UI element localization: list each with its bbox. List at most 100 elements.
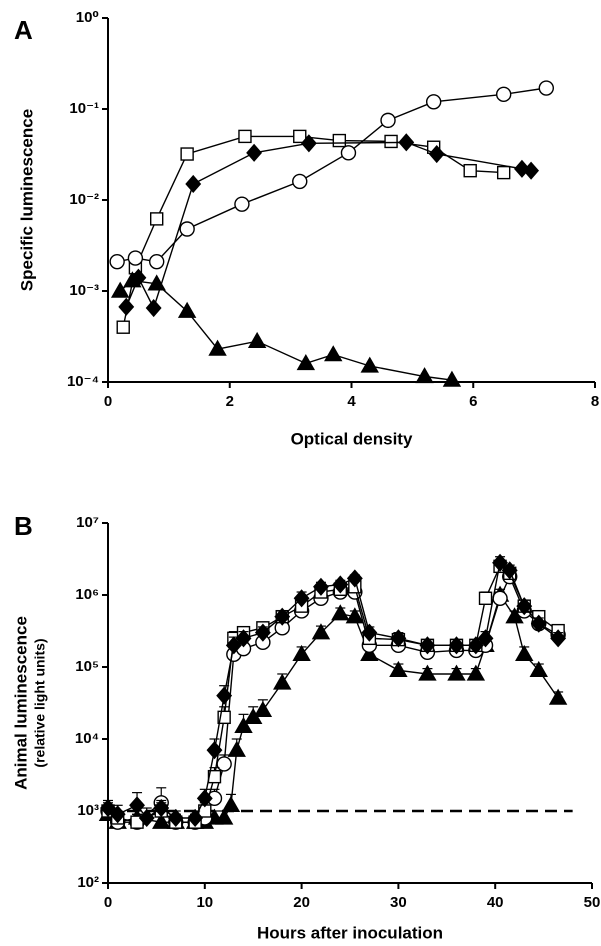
marker-triangle <box>418 664 437 681</box>
x-tick-label: 2 <box>226 393 234 410</box>
marker-circle <box>127 250 144 266</box>
x-tick-label: 10 <box>196 894 213 911</box>
marker-circle <box>492 590 508 606</box>
marker-square <box>149 212 164 226</box>
marker-square <box>496 165 511 180</box>
marker-square <box>180 147 194 161</box>
marker-triangle <box>345 607 365 624</box>
marker-diamond <box>448 636 465 655</box>
y-tick-label: 10⁵ <box>75 658 99 675</box>
marker-diamond <box>196 789 213 808</box>
marker-triangle <box>234 716 253 734</box>
marker-square <box>238 129 252 144</box>
marker-diamond <box>516 597 533 616</box>
marker-circle <box>538 80 554 96</box>
marker-diamond <box>100 798 116 818</box>
marker-diamond <box>225 636 242 655</box>
marker-diamond <box>109 805 126 824</box>
marker-diamond <box>492 553 508 572</box>
series-line <box>107 565 559 823</box>
marker-triangle <box>324 345 343 362</box>
y-tick-label: 10³ <box>77 802 99 819</box>
x-tick-label: 20 <box>293 894 310 911</box>
marker-square <box>463 163 477 178</box>
x-tick-label: 8 <box>591 393 599 410</box>
marker-diamond <box>313 577 329 596</box>
y-tick-label: 10⁻¹ <box>69 100 99 117</box>
marker-square <box>384 134 398 149</box>
marker-diamond <box>346 569 363 588</box>
marker-diamond <box>523 161 540 180</box>
marker-triangle <box>177 301 197 318</box>
marker-diamond <box>300 134 317 153</box>
marker-triangle <box>247 331 267 349</box>
marker-diamond <box>185 174 202 194</box>
y-axis-sublabel: (relative light units) <box>32 638 48 767</box>
marker-circle <box>292 173 308 190</box>
marker-circle <box>234 196 250 212</box>
series-line <box>125 141 532 310</box>
marker-triangle <box>214 808 234 825</box>
marker-circle <box>216 756 232 772</box>
x-tick-label: 30 <box>390 894 407 911</box>
x-tick-label: 6 <box>469 393 477 410</box>
marker-triangle <box>273 673 292 690</box>
y-tick-label: 10⁻² <box>69 191 99 208</box>
marker-diamond <box>274 607 291 626</box>
marker-triangle <box>123 271 142 288</box>
x-tick-label: 50 <box>584 894 601 911</box>
marker-triangle <box>360 356 379 373</box>
marker-triangle <box>110 281 130 298</box>
marker-triangle <box>466 664 486 681</box>
marker-triangle <box>311 623 331 640</box>
marker-circle <box>179 221 195 237</box>
marker-diamond <box>477 629 494 648</box>
marker-diamond <box>550 629 567 648</box>
marker-diamond <box>118 297 135 316</box>
marker-diamond <box>216 686 233 705</box>
marker-triangle <box>447 664 466 681</box>
marker-diamond <box>501 561 518 580</box>
marker-triangle <box>208 339 227 356</box>
marker-diamond <box>530 614 547 633</box>
x-tick-label: 40 <box>487 894 504 911</box>
marker-diamond <box>293 589 310 608</box>
marker-diamond <box>428 144 445 164</box>
marker-square <box>293 129 307 144</box>
marker-circle <box>340 145 357 161</box>
marker-diamond <box>332 575 349 594</box>
marker-triangle <box>292 644 311 662</box>
marker-diamond <box>235 629 252 648</box>
marker-diamond <box>167 808 184 828</box>
marker-triangle <box>389 660 408 677</box>
marker-diamond <box>129 796 145 815</box>
y-tick-label: 10⁶ <box>75 586 99 603</box>
marker-diamond <box>390 629 407 648</box>
marker-triangle <box>253 700 273 718</box>
marker-triangle <box>152 812 171 829</box>
y-tick-label: 10⁰ <box>76 9 99 26</box>
x-tick-label: 0 <box>104 894 112 911</box>
marker-diamond <box>419 636 436 655</box>
marker-circle <box>425 94 442 110</box>
marker-diamond <box>153 798 170 818</box>
marker-circle <box>495 86 512 103</box>
marker-triangle <box>221 795 241 812</box>
marker-square <box>332 133 347 148</box>
y-tick-label: 10⁻⁴ <box>67 373 99 390</box>
y-axis-label: Animal luminescence <box>11 616 30 790</box>
y-axis-label: Specific luminescence <box>17 109 36 291</box>
marker-circle <box>148 253 165 270</box>
y-tick-label: 10⁻³ <box>69 282 99 299</box>
panel-label: A <box>14 15 33 45</box>
marker-triangle <box>415 367 434 384</box>
marker-diamond <box>246 143 263 162</box>
marker-triangle <box>529 660 548 677</box>
marker-diamond <box>254 623 271 642</box>
marker-square <box>116 320 130 334</box>
x-tick-label: 4 <box>347 393 356 410</box>
series-line <box>116 87 547 263</box>
series-line <box>119 279 452 381</box>
x-axis-label: Hours after inoculation <box>257 923 443 942</box>
x-tick-label: 0 <box>104 393 112 410</box>
